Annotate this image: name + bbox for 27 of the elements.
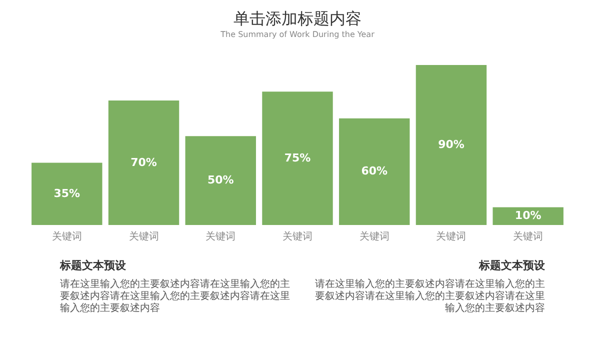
data-label: 90% [438, 138, 464, 151]
text: 标题文本预设 [60, 258, 127, 273]
x-tick-label: 关键词 [282, 230, 312, 242]
data-label: 60% [361, 164, 388, 178]
data-label: 75% [284, 151, 311, 164]
data-label: 35% [54, 186, 80, 200]
chart-title: 单击添加标题内容 [234, 9, 362, 28]
data-label: 70% [130, 156, 157, 169]
bar [339, 118, 410, 225]
chart-subtitle: The Summary of Work During the Year [220, 30, 376, 39]
bar [32, 162, 102, 225]
bar [416, 65, 487, 225]
x-tick-label: 关键词 [359, 230, 390, 242]
x-tick-label: 关键词 [513, 230, 544, 242]
data-label: 10% [514, 209, 542, 222]
bar [108, 100, 180, 225]
x-tick-label: 关键词 [206, 230, 236, 242]
x-tick-label: 关键词 [128, 230, 159, 242]
x-tick-label: 关键词 [436, 230, 466, 242]
text: 标题文本预设 [478, 258, 545, 273]
bar [492, 207, 564, 225]
data-label: 50% [207, 174, 234, 187]
text: 请在这里输入您的主要叙述内容请在这里输入您的主要叙述内容请在这里输入您的主要叙述内容请在这里输入您的主要叙述内容 [315, 279, 545, 315]
bar [262, 92, 333, 225]
bar [185, 136, 256, 225]
x-tick-label: 关键词 [52, 230, 82, 242]
text: 请在这里输入您的主要叙述内容请在这里输入您的主要叙述内容请在这里输入您的主要叙述内容请在这里输入您的主要叙述内容 [60, 279, 290, 315]
